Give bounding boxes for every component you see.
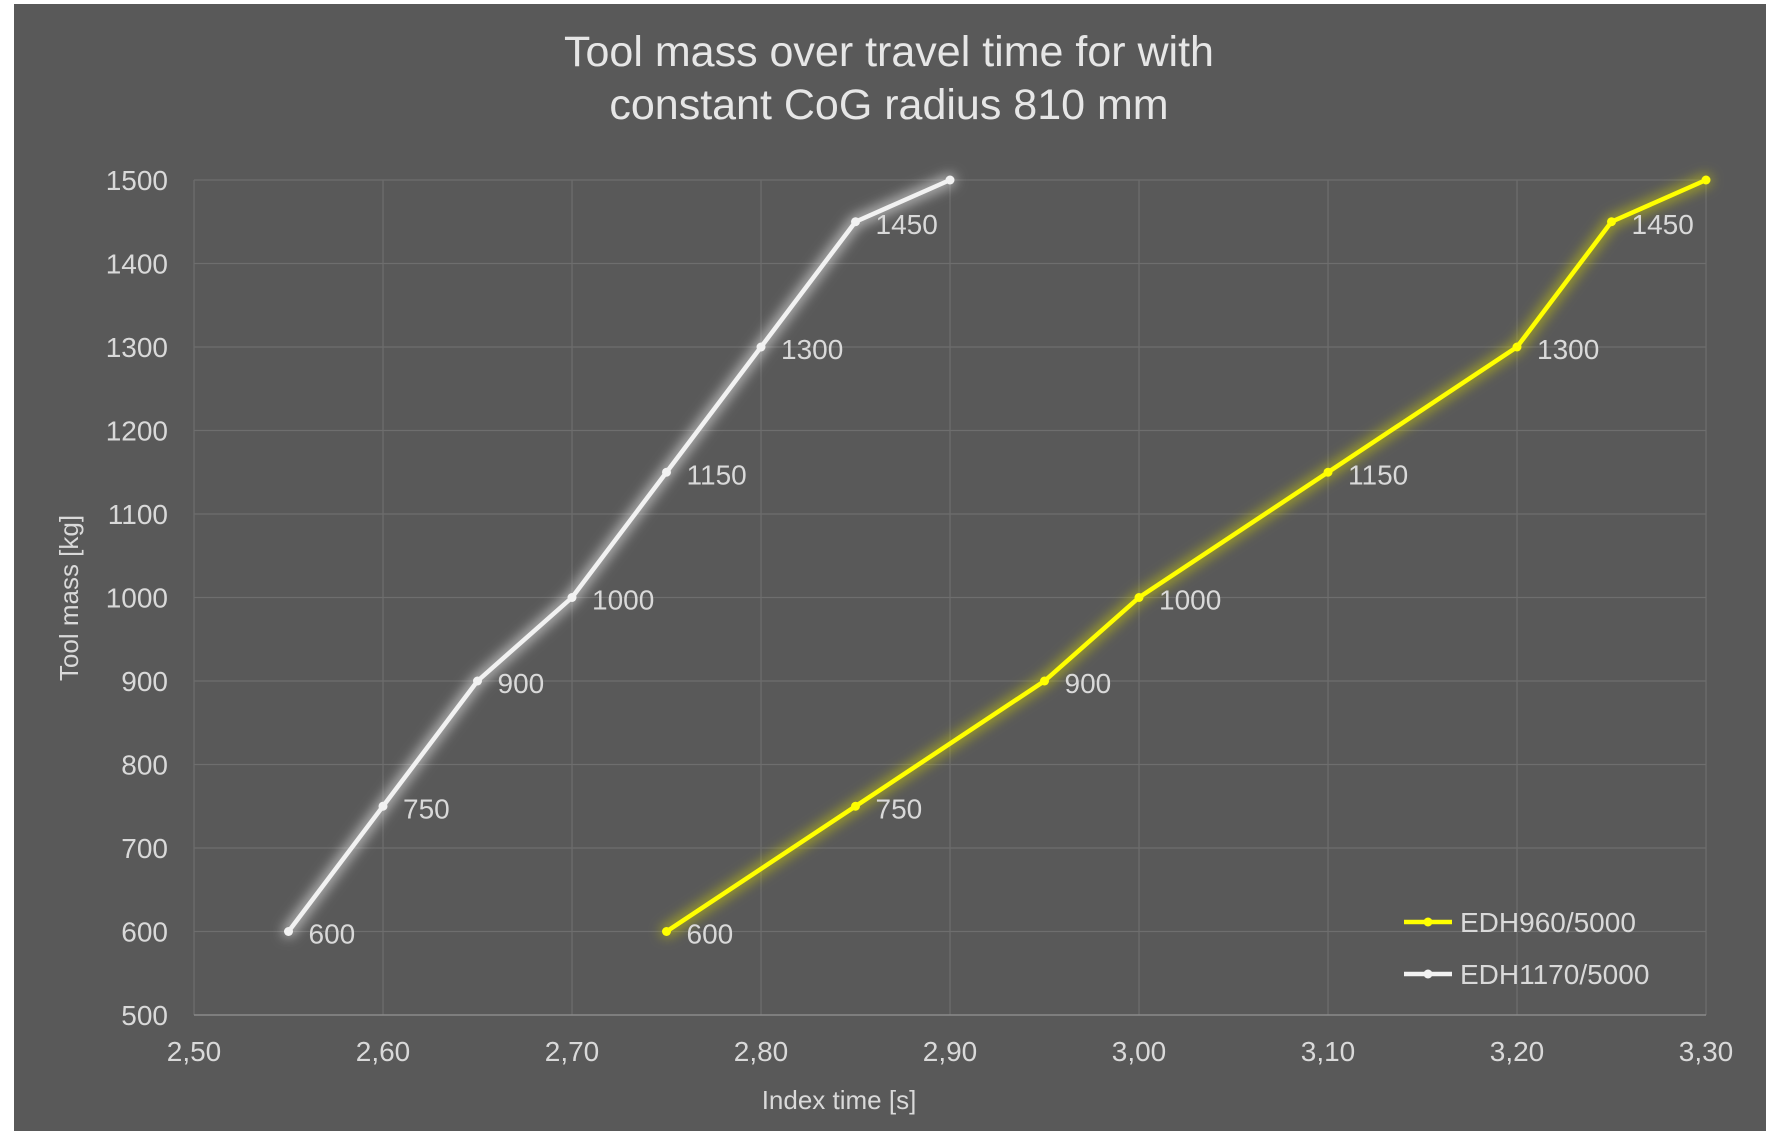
- data-label: 750: [876, 793, 923, 824]
- data-label: 1450: [1632, 209, 1694, 240]
- data-point: [756, 342, 766, 352]
- x-tick-label: 2,90: [923, 1036, 978, 1067]
- x-tick-label: 2,50: [167, 1036, 222, 1067]
- y-tick-label: 1400: [106, 249, 168, 280]
- chart-title-line-2: constant CoG radius 810 mm: [609, 81, 1168, 129]
- data-point: [945, 175, 955, 185]
- data-point: [851, 217, 860, 227]
- y-tick-label: 1300: [106, 332, 168, 363]
- y-tick-label: 1200: [106, 416, 168, 447]
- y-axis-label: Tool mass [kg]: [54, 515, 84, 681]
- data-label: 600: [309, 919, 356, 950]
- data-label: 900: [1065, 668, 1112, 699]
- data-point: [473, 676, 482, 686]
- legend-label: EDH1170/5000: [1460, 959, 1649, 990]
- x-tick-label: 3,30: [1679, 1036, 1734, 1067]
- chart-title-line-1: Tool mass over travel time for with: [564, 28, 1214, 76]
- legend-label: EDH960/5000: [1460, 907, 1636, 938]
- y-tick-label: 600: [121, 917, 168, 948]
- y-tick-label: 500: [121, 1000, 168, 1031]
- data-point: [1323, 467, 1333, 477]
- data-label: 900: [498, 668, 545, 699]
- y-tick-label: 800: [121, 750, 168, 781]
- data-label: 1000: [592, 585, 654, 616]
- data-point: [1701, 175, 1711, 185]
- tick-layer: 2,50 2,60 2,70 2,80 2,90 3,00 3,10 3,20 3,30 500 6…: [106, 165, 1734, 1067]
- data-label: 1450: [876, 209, 938, 240]
- y-tick-label: 1100: [108, 499, 168, 530]
- data-label: 1150: [687, 459, 747, 490]
- data-label: 1300: [1537, 334, 1599, 365]
- data-point: [1607, 217, 1616, 227]
- y-tick-label: 1000: [106, 583, 168, 614]
- series-line: [286, 177, 953, 934]
- legend-marker: [1423, 917, 1433, 927]
- y-tick-label: 900: [121, 666, 168, 697]
- series-line: [664, 177, 1709, 934]
- data-point: [1134, 593, 1144, 602]
- y-tick-label: 1500: [106, 165, 168, 196]
- data-label: 1300: [781, 334, 843, 365]
- data-label: 750: [403, 793, 450, 824]
- data-label-layer: 600 750 900 1000 1150 1300 1450 600 750 900 1000 11…: [309, 209, 1694, 950]
- data-label: 1150: [1348, 459, 1408, 490]
- data-point: [1040, 676, 1049, 686]
- data-point: [567, 593, 577, 602]
- series-glow: [660, 174, 1712, 938]
- data-point: [1512, 342, 1522, 352]
- legend-marker: [1423, 969, 1433, 979]
- data-point: [662, 467, 671, 477]
- x-axis-label: Index time [s]: [762, 1085, 917, 1115]
- data-point: [284, 927, 293, 936]
- data-point: [851, 801, 860, 811]
- data-label: 1000: [1159, 585, 1221, 616]
- x-tick-label: 2,70: [545, 1036, 600, 1067]
- data-point: [662, 927, 671, 936]
- x-tick-label: 3,20: [1490, 1036, 1545, 1067]
- y-tick-label: 700: [121, 833, 168, 864]
- data-point: [378, 801, 388, 811]
- x-tick-label: 3,10: [1301, 1036, 1356, 1067]
- x-tick-label: 2,80: [734, 1036, 789, 1067]
- series-layer: [282, 174, 1712, 938]
- x-tick-label: 3,00: [1112, 1036, 1167, 1067]
- chart-area: [14, 4, 1766, 1131]
- data-label: 600: [687, 919, 734, 950]
- series-glow: [282, 174, 956, 938]
- x-tick-label: 2,60: [356, 1036, 411, 1067]
- legend: EDH960/5000 EDH1170/5000: [1404, 907, 1649, 990]
- grid-layer: [193, 179, 1707, 1016]
